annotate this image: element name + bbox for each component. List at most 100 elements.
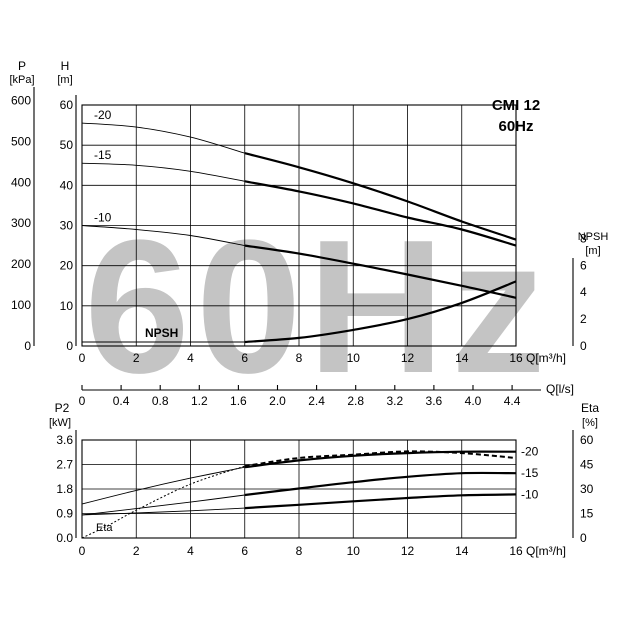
h-tick-label: 40 — [60, 178, 74, 192]
npsh-tick-label: 4 — [580, 285, 587, 299]
p2-tick-label: 2.7 — [56, 458, 73, 472]
chart-subtitle: 60Hz — [498, 118, 533, 135]
eta-axis-title: Eta — [581, 401, 599, 415]
h-curve-thin — [81, 225, 245, 247]
h-curve — [244, 180, 517, 247]
h-tick-label: 0 — [66, 339, 73, 353]
h-axis-unit: [m] — [57, 74, 72, 86]
npsh-axis-title: NPSH — [578, 231, 609, 243]
eta-axis-unit: [%] — [582, 417, 598, 429]
p2-tick-label: 1.8 — [56, 482, 73, 496]
p-tick-label: 600 — [11, 93, 31, 107]
h-curve-label: -20 — [94, 108, 112, 122]
h-axis-title: H — [61, 59, 70, 73]
h-tick-label: 50 — [60, 138, 74, 152]
q-bottom-tick-label: 10 — [347, 544, 361, 558]
q-tick-label: 10 — [347, 351, 361, 365]
ls-axis-label: Q[l/s] — [546, 382, 574, 396]
p-tick-label: 0 — [24, 339, 31, 353]
p2-curve — [244, 471, 517, 497]
p2-axis-title: P2 — [55, 401, 70, 415]
q-bottom-tick-label: 4 — [187, 544, 194, 558]
npsh-axis-unit: [m] — [585, 245, 600, 257]
q-bottom-tick-label: 6 — [241, 544, 248, 558]
npsh-tick-label: 0 — [580, 339, 587, 353]
p-axis-unit: [kPa] — [9, 74, 34, 86]
ls-tick-label: 0.8 — [152, 394, 169, 408]
eta-curve — [244, 450, 517, 468]
npsh-curve-label: NPSH — [145, 326, 178, 340]
q-tick-label: 12 — [401, 351, 415, 365]
h-curve-label: -15 — [94, 148, 112, 162]
p-tick-label: 500 — [11, 134, 31, 148]
eta-tick-label: 30 — [580, 482, 594, 496]
q-bottom-tick-label: 12 — [401, 544, 415, 558]
ls-tick-label: 2.8 — [347, 394, 364, 408]
curve-layer — [81, 122, 517, 539]
ls-tick-label: 2.0 — [269, 394, 286, 408]
npsh-tick-label: 8 — [580, 231, 587, 245]
tick-layer: 0 2 4 6 8 10 12 14 16 Q[m³/h]0 0.4 0.8 1.2 1.6 2.0 2.4 2… — [9, 59, 608, 558]
q-tick-label: 14 — [455, 351, 469, 365]
grid-layer — [33, 87, 574, 539]
q-bottom-axis-label: Q[m³/h] — [526, 544, 566, 558]
h-curve-thin — [81, 162, 245, 182]
p2-curve-thin — [81, 466, 245, 505]
ls-tick-label: 3.6 — [426, 394, 443, 408]
h-tick-label: 10 — [60, 299, 74, 313]
h-tick-label: 30 — [60, 219, 74, 233]
eta-curve-thin — [81, 465, 245, 539]
p2-tick-label: 0.9 — [56, 507, 73, 521]
q-bottom-tick-label: 8 — [296, 544, 303, 558]
p2-curve — [244, 493, 517, 510]
watermark-text: 60Hz — [84, 201, 552, 413]
p2-curve-thin — [81, 507, 245, 516]
h-curve-thin — [81, 122, 245, 154]
eta-tick-label: 45 — [580, 458, 594, 472]
p2-curve-label: -15 — [521, 466, 539, 480]
q-bottom-tick-label: 14 — [455, 544, 469, 558]
npsh-curve — [244, 280, 517, 344]
p2-curve — [244, 450, 517, 469]
ls-tick-label: 4.0 — [465, 394, 482, 408]
q-bottom-tick-label: 0 — [79, 544, 86, 558]
ls-tick-label: 0.4 — [113, 394, 130, 408]
p2-curve-label: -20 — [521, 445, 539, 459]
eta-tick-label: 15 — [580, 507, 594, 521]
p-tick-label: 100 — [11, 298, 31, 312]
q-tick-label: 0 — [79, 351, 86, 365]
ls-tick-label: 1.2 — [191, 394, 208, 408]
p-tick-label: 200 — [11, 257, 31, 271]
eta-curve-label: Eta — [96, 522, 113, 534]
p2-curve-thin — [81, 494, 245, 516]
h-curve — [244, 152, 517, 241]
ls-tick-label: 4.4 — [504, 394, 521, 408]
npsh-tick-label: 6 — [580, 258, 587, 272]
p2-axis-unit: [kW] — [49, 417, 71, 429]
watermark-layer: 60Hz — [84, 201, 552, 413]
ls-tick-label: 1.6 — [230, 394, 247, 408]
p2-tick-label: 0.0 — [56, 531, 73, 545]
npsh-tick-label: 2 — [580, 312, 587, 326]
p-tick-label: 400 — [11, 175, 31, 189]
q-bottom-tick-label: 2 — [133, 544, 140, 558]
h-tick-label: 20 — [60, 259, 74, 273]
q-bottom-tick-label: 16 — [509, 544, 523, 558]
eta-tick-label: 0 — [580, 531, 587, 545]
p-axis-title: P — [18, 59, 26, 73]
p2-curve-label: -10 — [521, 487, 539, 501]
ls-tick-label: 0 — [79, 394, 86, 408]
eta-tick-label: 60 — [580, 433, 594, 447]
h-curve-label: -10 — [94, 211, 112, 225]
label-layer: CMI 12 60Hz -20 -15 -10 NPSH -20 -15 -10 Eta — [94, 97, 540, 534]
chart-title: CMI 12 — [492, 97, 540, 114]
h-curve — [244, 244, 517, 299]
q-tick-label: 16 — [509, 351, 523, 365]
q-tick-label: 6 — [241, 351, 248, 365]
q-tick-label: 2 — [133, 351, 140, 365]
ls-tick-label: 3.2 — [386, 394, 403, 408]
ls-tick-label: 2.4 — [308, 394, 325, 408]
q-tick-label: 8 — [296, 351, 303, 365]
h-tick-label: 60 — [60, 98, 74, 112]
